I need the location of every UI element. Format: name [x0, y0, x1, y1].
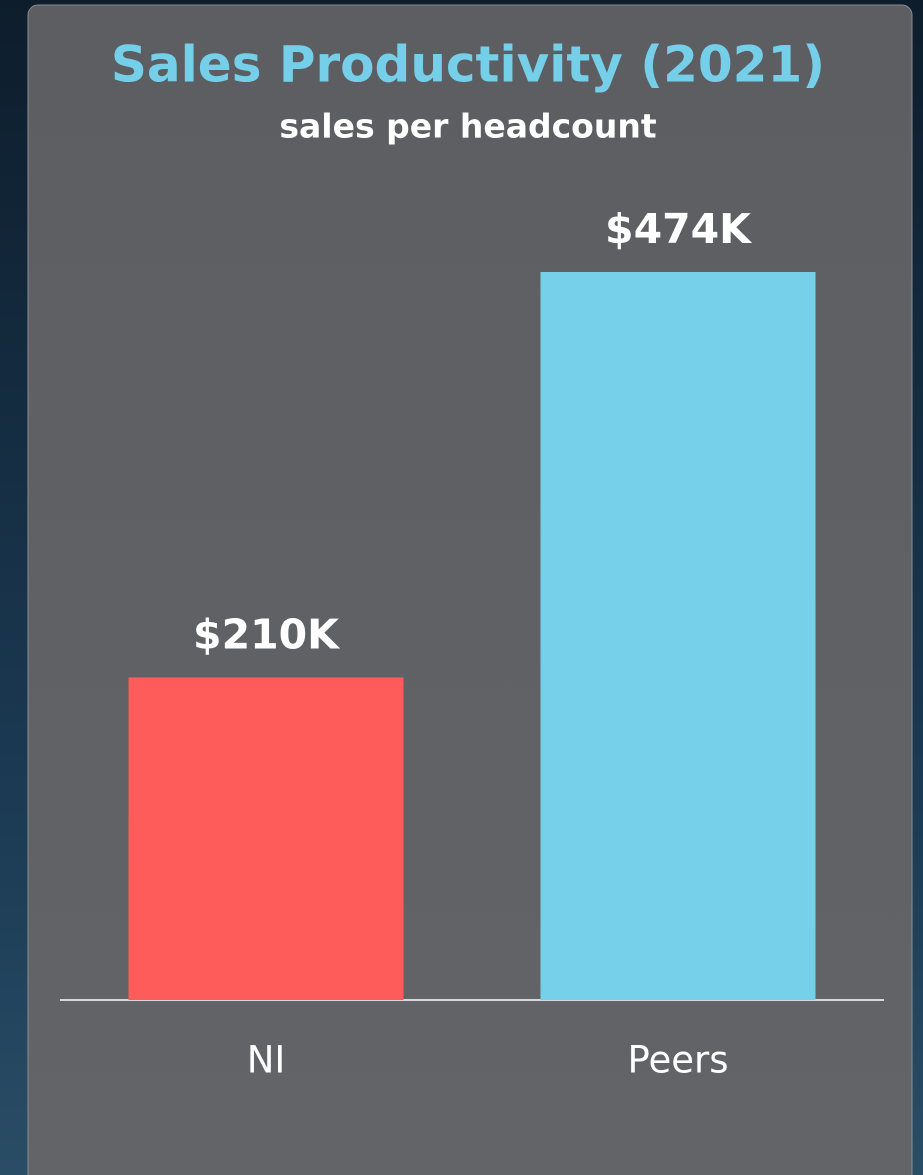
chart-title: Sales Productivity (2021) [111, 36, 825, 94]
bar [128, 677, 404, 1000]
value-label: $474K [605, 205, 753, 253]
bar [540, 272, 816, 1000]
x-tick-label: Peers [627, 1039, 728, 1082]
x-tick-label: NI [247, 1039, 286, 1082]
chart-subtitle: sales per headcount [279, 107, 656, 146]
value-label: $210K [193, 610, 341, 658]
